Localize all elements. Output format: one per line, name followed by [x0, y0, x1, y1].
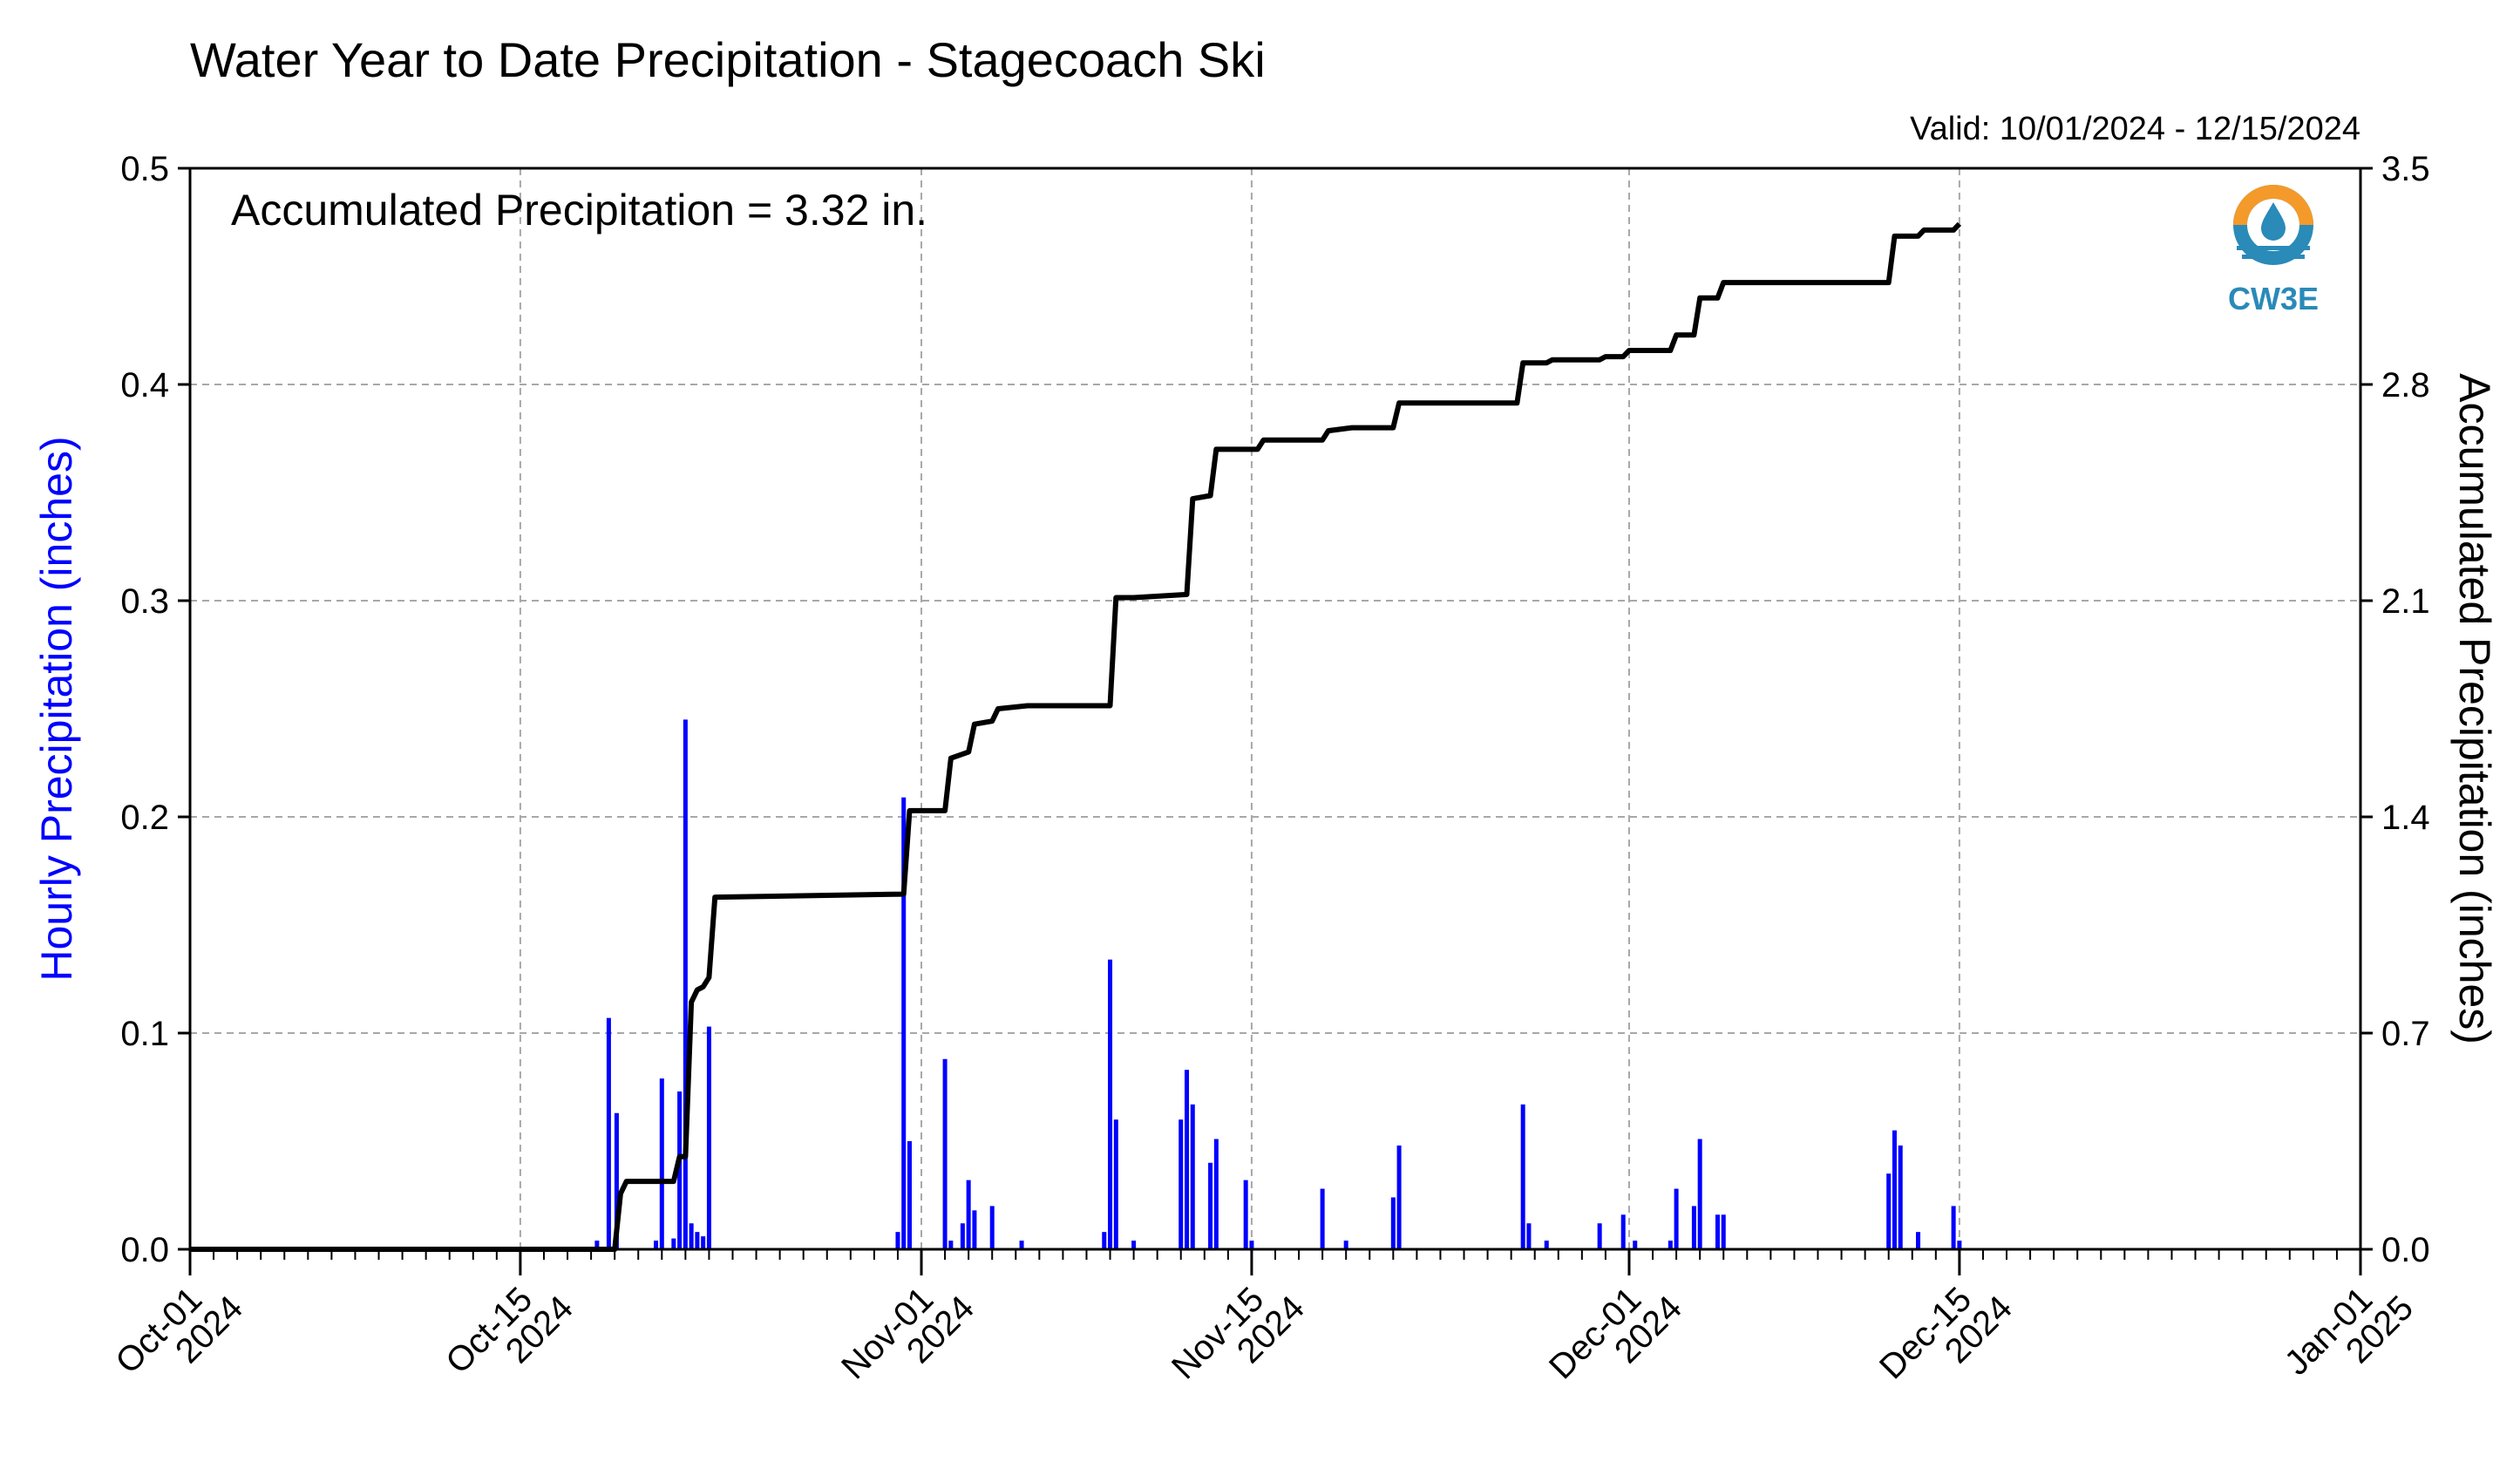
- hourly-precip-bar: [606, 1017, 611, 1249]
- hourly-precip-bar: [942, 1058, 948, 1249]
- y-right-tick-label: 1.4: [2381, 799, 2430, 837]
- grid-layer: [190, 168, 2360, 1249]
- y-left-tick-label: 0.2: [120, 799, 169, 837]
- hourly-precip-bars: [594, 719, 1962, 1249]
- hourly-precip-bar: [683, 719, 688, 1249]
- hourly-precip-bar: [907, 1141, 912, 1249]
- accumulated-precip-line-layer: [190, 221, 1962, 1252]
- y-left-tick-label: 0.0: [120, 1231, 169, 1269]
- hourly-precip-bar: [689, 1223, 694, 1249]
- y-right-tick-label: 2.8: [2381, 366, 2430, 405]
- hourly-precip-bar: [1131, 1241, 1137, 1249]
- hourly-precip-bar: [1892, 1130, 1897, 1249]
- y-right-tick-label: 0.0: [2381, 1231, 2430, 1269]
- hourly-precip-bar: [1019, 1241, 1024, 1249]
- hourly-precip-bar: [594, 1241, 600, 1249]
- hourly-precip-bar: [966, 1180, 971, 1249]
- y-right-tick-label: 2.1: [2381, 582, 2430, 621]
- y-right-tick-label: 3.5: [2381, 150, 2430, 188]
- hourly-precip-bar: [654, 1241, 659, 1249]
- hourly-precip-bar: [1697, 1139, 1702, 1249]
- hourly-precip-bar: [695, 1232, 700, 1249]
- y-right-axis-label: Accumulated Precipitation (inches): [2450, 373, 2499, 1044]
- hourly-precip-bar: [701, 1236, 706, 1249]
- y-left-tick-label: 0.5: [120, 150, 169, 188]
- hourly-precip-bar: [1886, 1173, 1892, 1249]
- hourly-precip-bar: [1526, 1223, 1532, 1249]
- cw3e-logo-sun-icon: [2233, 185, 2313, 225]
- accumulated-precip-line: [190, 221, 1962, 1252]
- hourly-precip-bar: [1916, 1232, 1921, 1249]
- hourly-precip-bar: [1108, 959, 1113, 1249]
- cw3e-logo-text: CW3E: [2228, 281, 2319, 316]
- hourly-precip-bar: [1957, 1241, 1962, 1249]
- hourly-precip-bar: [1390, 1197, 1396, 1249]
- y-left-tick-label: 0.3: [120, 582, 169, 621]
- hourly-precip-bar: [1396, 1145, 1402, 1249]
- hourly-precip-bar: [972, 1210, 977, 1249]
- hourly-precip-bar: [1668, 1241, 1673, 1249]
- hourly-precip-bar: [706, 1026, 711, 1249]
- accumulated-annotation: Accumulated Precipitation = 3.32 in.: [231, 186, 927, 235]
- hourly-precip-bar: [671, 1238, 676, 1249]
- chart-title: Water Year to Date Precipitation - Stage…: [190, 32, 1266, 87]
- hourly-precip-bar: [1674, 1188, 1679, 1249]
- hourly-precip-bar: [1721, 1214, 1726, 1249]
- hourly-precip-bar: [1185, 1070, 1190, 1249]
- cw3e-logo: CW3E: [2228, 185, 2319, 316]
- valid-range: Valid: 10/01/2024 - 12/15/2024: [1910, 111, 2360, 147]
- plot-area-frame: [188, 167, 2362, 1251]
- hourly-precip-bar: [1898, 1145, 1903, 1249]
- hourly-precip-bar: [677, 1091, 683, 1249]
- hourly-precip-bar: [1320, 1188, 1325, 1249]
- hourly-precip-bar: [1597, 1223, 1602, 1249]
- hourly-precip-bar: [1520, 1104, 1525, 1249]
- hourly-precip-bar: [1178, 1119, 1184, 1249]
- hourly-precip-bar: [1951, 1206, 1956, 1249]
- cw3e-logo-wave-icon: [2237, 246, 2310, 250]
- y-left-tick-label: 0.1: [120, 1015, 169, 1053]
- hourly-precip-bar: [948, 1241, 954, 1249]
- hourly-precip-bar: [1249, 1241, 1254, 1249]
- hourly-precip-bar: [1102, 1232, 1107, 1249]
- cw3e-logo-wave-icon: [2242, 255, 2305, 259]
- hourly-precip-bar: [1213, 1139, 1219, 1249]
- hourly-precip-bar: [1243, 1180, 1248, 1249]
- hourly-precip-bar: [614, 1112, 619, 1249]
- cw3e-logo-drop-icon: [2261, 202, 2286, 241]
- y-left-tick-label: 0.4: [120, 366, 169, 405]
- hourly-precip-bar: [1691, 1206, 1696, 1249]
- hourly-precip-bar: [1343, 1241, 1348, 1249]
- hourly-precip-bar: [1620, 1214, 1626, 1249]
- y-left-axis-label: Hourly Precipitation (inches): [32, 436, 81, 981]
- hourly-precip-bar: [901, 797, 907, 1249]
- hourly-precip-bar: [1633, 1241, 1638, 1249]
- hourly-precip-bar: [1190, 1104, 1195, 1249]
- hourly-precip-bar: [989, 1206, 995, 1249]
- hourly-precip-bar: [1544, 1241, 1549, 1249]
- hourly-precip-bar: [1113, 1119, 1118, 1249]
- y-right-tick-label: 0.7: [2381, 1015, 2430, 1053]
- hourly-precip-bar: [960, 1223, 965, 1249]
- hourly-precip-bar: [1715, 1214, 1720, 1249]
- axes-layer: 0.0 0.1 0.2 0.3 0.4 0.5 0.0 0.7 1.4 2.1 2.8 3.5 Oct-…: [108, 150, 2430, 1387]
- hourly-precip-bar: [659, 1078, 664, 1249]
- hourly-precip-bar: [895, 1232, 900, 1249]
- hourly-precip-bar: [1208, 1162, 1213, 1249]
